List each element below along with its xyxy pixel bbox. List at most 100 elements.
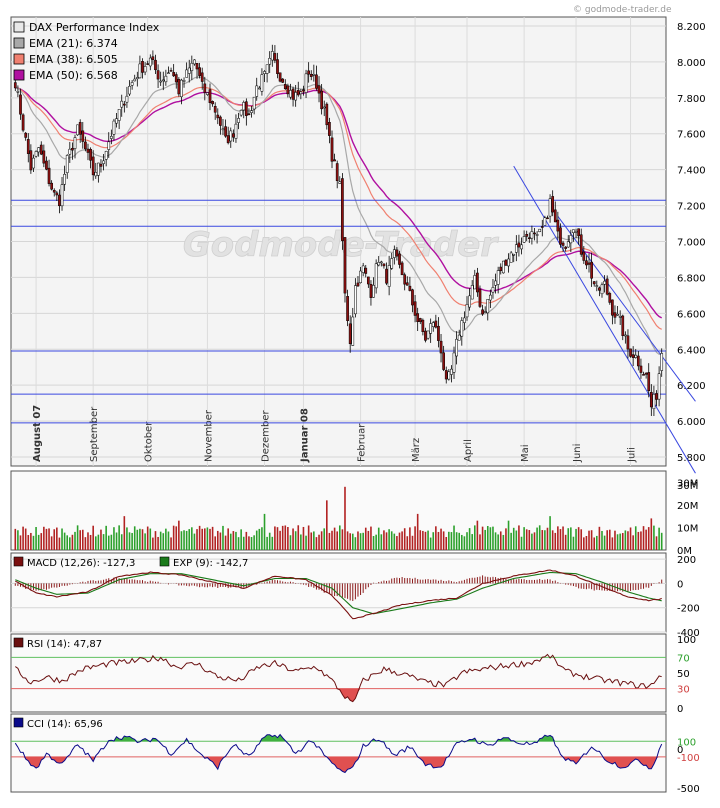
macd-tick-label: 200: [677, 555, 696, 566]
candle-body: [574, 230, 578, 233]
rsi-tick-label: 70: [677, 653, 690, 664]
candle-body: [159, 80, 163, 83]
candle-body: [377, 262, 381, 266]
volume-bar: [481, 526, 484, 550]
volume-bar: [300, 534, 302, 550]
volume-bar: [107, 535, 110, 550]
volume-bar: [22, 526, 24, 550]
volume-bar: [611, 537, 614, 550]
candle: [624, 331, 627, 344]
candle: [405, 276, 409, 286]
volume-bar: [229, 533, 232, 550]
volume-bar: [185, 530, 188, 550]
volume-bar: [48, 528, 50, 550]
price-tick-label: 8.200: [677, 22, 706, 33]
candle-body: [265, 64, 269, 74]
candle: [411, 288, 414, 313]
candle-body: [431, 322, 435, 327]
candle-body: [172, 72, 176, 77]
macd-panel-frame: [10, 552, 667, 633]
candle: [200, 67, 204, 90]
candle: [367, 276, 370, 288]
candle: [187, 59, 191, 83]
volume-bar: [388, 529, 390, 550]
candle: [273, 45, 277, 64]
candle: [483, 306, 487, 314]
volume-bar: [640, 531, 642, 550]
month-label: August 07: [32, 405, 43, 462]
volume-bar: [126, 527, 128, 550]
candle-body: [587, 262, 591, 265]
candle-body: [655, 393, 658, 400]
candle: [296, 81, 300, 97]
candle-body: [102, 160, 105, 164]
candle-body: [522, 236, 526, 243]
candle: [437, 317, 440, 348]
candle-body: [141, 61, 144, 73]
candle-body: [195, 63, 199, 70]
volume-bar: [466, 532, 468, 550]
candle-body: [413, 301, 417, 316]
candle-body: [52, 190, 56, 193]
volume-bar: [149, 528, 152, 550]
candle: [657, 366, 661, 407]
candle-body: [255, 85, 259, 97]
volume-bar: [263, 513, 266, 550]
candle-body: [341, 178, 344, 241]
volume-bar: [432, 532, 435, 550]
candle-body: [325, 103, 329, 126]
candle-body: [19, 94, 22, 115]
legend-label: MACD (12,26): -127,3: [27, 558, 135, 569]
volume-bar: [66, 535, 69, 550]
volume-bar: [577, 527, 580, 550]
candle: [491, 278, 495, 299]
candle-body: [291, 88, 295, 100]
candle-body: [348, 323, 352, 345]
volume-bar: [50, 536, 53, 550]
candle-body: [421, 319, 425, 333]
candle-body: [346, 296, 349, 322]
candle-body: [592, 281, 596, 285]
volume-bar: [146, 526, 149, 550]
volume-bar: [159, 531, 162, 550]
candle-body: [577, 228, 580, 237]
candle-body: [457, 334, 461, 341]
volume-bar: [619, 533, 621, 550]
volume-bar: [292, 528, 294, 550]
candle: [110, 129, 113, 145]
volume-bar: [435, 526, 437, 550]
candle: [102, 154, 105, 171]
candle-body: [307, 70, 310, 75]
candle: [434, 314, 438, 329]
volume-bar: [650, 518, 653, 550]
volume-bar: [484, 529, 486, 550]
volume-bar: [258, 528, 261, 550]
candle: [585, 255, 588, 270]
candle: [400, 260, 404, 276]
candle-body: [403, 274, 407, 285]
candle-body: [63, 174, 66, 185]
month-label: Februar: [357, 423, 368, 462]
candle: [364, 264, 368, 278]
volume-bar: [183, 530, 185, 550]
volume-tick-label: 30M: [677, 478, 698, 489]
volume-bar: [533, 532, 536, 550]
candle-body: [379, 261, 383, 264]
candles: [13, 44, 664, 417]
volume-bar: [357, 531, 359, 550]
macd-line: [15, 569, 662, 620]
volume-bar: [538, 525, 541, 550]
candle: [21, 113, 25, 133]
candle-body: [71, 147, 74, 151]
volume-bar: [248, 536, 250, 550]
candle: [543, 215, 547, 226]
cci-line: [14, 733, 663, 774]
legend-swatch: [159, 556, 170, 567]
candle: [169, 67, 173, 72]
candle: [538, 228, 542, 233]
volume-bar: [375, 534, 377, 550]
candle: [421, 318, 425, 336]
candle: [195, 62, 199, 79]
candle-body: [639, 365, 643, 373]
candle-body: [478, 289, 482, 307]
